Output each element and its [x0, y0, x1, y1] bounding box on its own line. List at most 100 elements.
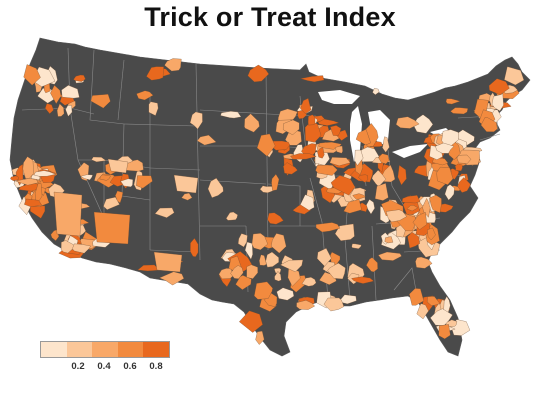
metro-region [338, 294, 357, 305]
metro-region [351, 243, 362, 249]
metro-region [317, 147, 325, 159]
metro-region [406, 205, 419, 212]
metro-region [378, 153, 390, 165]
metro-region [504, 66, 525, 86]
metro-region [444, 184, 455, 201]
metro-region [227, 251, 253, 272]
metro-region [107, 158, 129, 174]
metro-region [65, 105, 73, 117]
metro-region [271, 173, 280, 191]
metro-region [53, 191, 83, 237]
metro-region [422, 198, 431, 218]
metro-region [480, 117, 498, 132]
metro-region [330, 175, 356, 196]
metro-region [189, 111, 203, 130]
metro-region [327, 262, 346, 280]
state-border [149, 167, 201, 171]
metro-region [238, 233, 248, 248]
metro-region [355, 128, 371, 146]
metro-region [80, 174, 93, 181]
state-border [479, 133, 501, 141]
metro-region [307, 114, 316, 126]
metro-region [247, 64, 269, 83]
state-border [309, 177, 323, 223]
us-outline [9, 37, 531, 357]
metro-region [24, 198, 42, 207]
legend-swatch [143, 341, 170, 358]
metro-region [283, 119, 300, 135]
legend-swatch [92, 341, 118, 358]
metro-region [90, 94, 111, 109]
metro-region [60, 240, 76, 254]
metro-region [73, 74, 86, 82]
metro-region [432, 157, 449, 166]
metro-region [354, 149, 364, 166]
metro-region [256, 133, 276, 157]
metro-region [271, 233, 287, 254]
metro-region [33, 170, 57, 177]
lake-shape [318, 90, 360, 104]
metro-region [317, 118, 340, 126]
metro-region [401, 195, 421, 204]
legend-tick: 0.4 [97, 361, 111, 372]
metro-region [301, 277, 317, 287]
metro-region [285, 130, 302, 146]
metro-region [72, 243, 91, 254]
legend-swatch [40, 341, 67, 358]
metro-region [136, 175, 153, 189]
metro-region [395, 116, 420, 129]
metro-region [146, 66, 164, 81]
metro-region [329, 157, 351, 166]
metro-region [330, 125, 342, 136]
metro-region [317, 248, 332, 267]
state-border [121, 195, 151, 201]
metro-region [91, 156, 107, 163]
metro-region [45, 103, 54, 114]
metro-region [235, 275, 252, 290]
metro-region [409, 288, 424, 306]
metro-region [22, 156, 34, 179]
metro-region [287, 267, 301, 287]
metro-region [429, 194, 442, 214]
metro-region [300, 75, 325, 83]
metro-region [50, 85, 62, 104]
metro-region [207, 177, 224, 198]
metro-region [103, 196, 120, 210]
metro-region [154, 207, 175, 218]
state-border [123, 123, 197, 127]
metro-region [457, 177, 471, 193]
metro-region [239, 310, 263, 333]
legend-tick: 0.6 [123, 361, 137, 372]
metro-region [164, 58, 182, 72]
metro-region [450, 107, 469, 115]
metro-region [456, 154, 472, 164]
metro-region [153, 251, 183, 273]
metro-region [334, 145, 343, 154]
metro-region [255, 330, 265, 345]
state-border [195, 63, 201, 261]
metro-region [358, 174, 369, 183]
metro-region [173, 174, 199, 194]
metro-region [412, 212, 428, 230]
metro-region [196, 134, 217, 146]
metro-region [296, 300, 315, 310]
metro-region [56, 103, 65, 117]
metro-region [181, 192, 193, 201]
legend-color-bar [40, 341, 170, 358]
metro-region [374, 183, 389, 201]
metro-region [230, 265, 244, 279]
legend-swatch [66, 341, 93, 358]
metro-region [315, 222, 341, 233]
map-title: Trick or Treat Index [144, 2, 396, 32]
metro-region [283, 162, 298, 175]
metro-region [265, 251, 279, 268]
metro-region [259, 254, 267, 266]
metro-region [397, 164, 407, 186]
metro-region [159, 271, 185, 286]
metro-region [244, 113, 260, 133]
metro-region [300, 194, 315, 211]
metro-region [10, 175, 19, 181]
metro-region [351, 276, 375, 284]
legend-tick: 0.8 [149, 361, 163, 372]
metro-region [276, 287, 295, 301]
